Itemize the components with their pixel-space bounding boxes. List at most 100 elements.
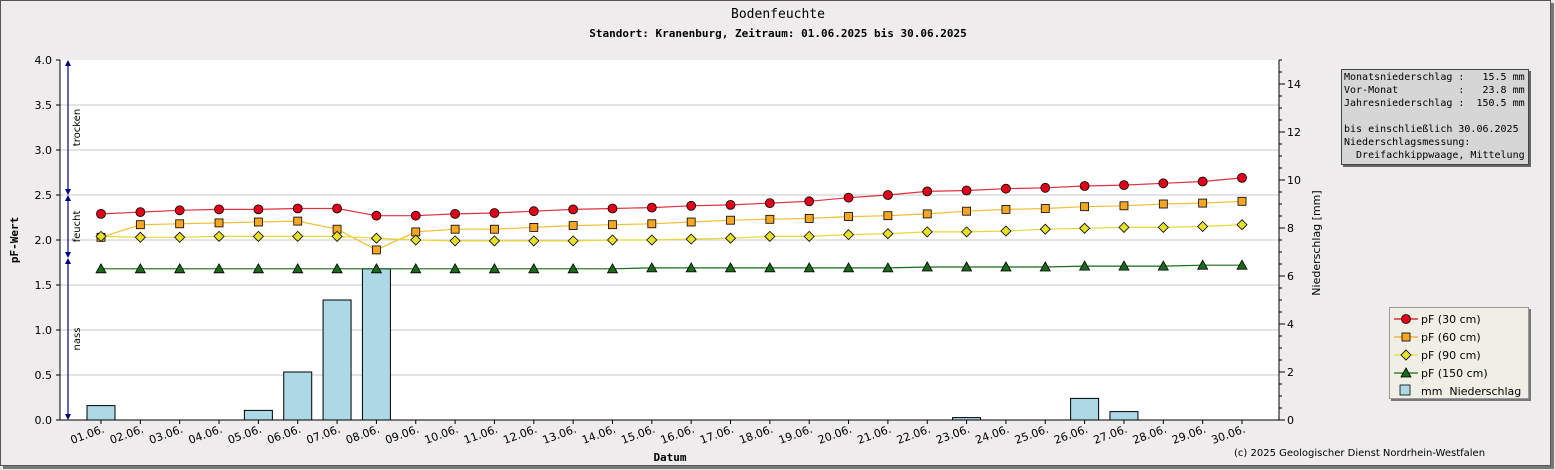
diamond-marker <box>685 233 697 245</box>
diamond-marker <box>331 230 343 242</box>
y2-tick-label: 12 <box>1287 126 1301 139</box>
x-tick-label: 17.06. <box>698 423 735 447</box>
zone-arrow-up <box>65 60 71 66</box>
diamond-marker <box>213 230 225 242</box>
triangle-marker <box>252 262 265 274</box>
diamond-marker <box>410 234 422 246</box>
triangle-marker <box>95 262 107 274</box>
circle-marker <box>804 196 815 207</box>
y2-axis-ticks: 0 2 4 6 8 10 12 14 <box>1279 59 1301 427</box>
x-tick-label: 22.06. <box>895 423 932 447</box>
x-tick-label: 12.06. <box>501 423 538 447</box>
triangle-marker <box>331 262 343 274</box>
y-tick-label: 1.0 <box>35 324 53 337</box>
square-marker <box>686 217 696 227</box>
x-tick-label: 09.06. <box>383 423 420 447</box>
diamond-marker <box>882 228 894 240</box>
circle-marker <box>646 202 657 213</box>
diamond-marker <box>1157 221 1169 233</box>
diamond-marker <box>1079 222 1091 234</box>
legend-bar-swatch <box>1399 384 1411 396</box>
x-tick-label: 15.06. <box>620 423 657 447</box>
square-marker <box>214 218 224 228</box>
square-marker <box>1001 204 1011 214</box>
diamond-marker <box>134 231 146 243</box>
y2-tick-label: 4 <box>1287 318 1294 331</box>
precipitation-bar <box>1109 411 1139 421</box>
diamond-marker <box>842 229 855 241</box>
square-marker <box>608 220 617 230</box>
circle-marker <box>450 208 461 219</box>
triangle-marker <box>567 262 579 274</box>
diamond-marker <box>1039 223 1051 235</box>
x-axis-label: Datum <box>653 451 686 464</box>
circle-marker <box>922 186 933 197</box>
square-marker <box>1237 196 1247 206</box>
x-tick-label: 14.06. <box>580 423 617 447</box>
circle-marker <box>1040 182 1051 193</box>
y2-axis-label: Niederschlag [mm] <box>1310 190 1323 295</box>
circle-marker <box>1197 176 1208 187</box>
legend-swatch <box>1399 384 1411 396</box>
diamond-marker <box>1000 225 1012 237</box>
info-line: bis einschließlich 30.06.2025 <box>1344 124 1519 135</box>
circle-marker <box>1079 181 1090 191</box>
square-marker <box>1198 198 1208 208</box>
x-tick-label: 30.06. <box>1210 423 1247 447</box>
zone-arrow-down <box>65 252 71 258</box>
circle-marker <box>961 185 972 196</box>
y2-tick-label: 0 <box>1287 414 1294 427</box>
info-line: Jahresniederschlag : 150.5 mm <box>1344 98 1525 109</box>
triangle-marker <box>1157 260 1169 271</box>
square-marker <box>922 209 932 219</box>
legend-swatch <box>1394 332 1418 342</box>
diamond-marker <box>292 230 304 242</box>
triangle-marker <box>882 262 894 273</box>
zone-arrow-up <box>65 195 71 201</box>
x-tick-label: 21.06. <box>856 423 893 447</box>
circle-marker <box>1001 183 1011 194</box>
y-tick-label: 0.5 <box>35 369 53 382</box>
series-line <box>100 224 1243 242</box>
circle-marker <box>96 208 106 219</box>
legend-item: pF (90 cm) <box>1390 347 1528 365</box>
x-tick-label: 20.06. <box>816 423 853 447</box>
triangle-marker <box>960 261 973 272</box>
legend-item: mm Niederschlag <box>1390 383 1528 401</box>
copyright-text: (c) 2025 Geologischer Dienst Nordrhein-W… <box>1234 448 1486 459</box>
triangle-marker <box>292 262 304 274</box>
series-line <box>101 264 1242 270</box>
x-tick-label: 01.06. <box>69 423 106 447</box>
x-tick-label: 19.06. <box>777 423 814 447</box>
square-marker <box>135 220 145 230</box>
triangle-marker <box>1236 259 1248 270</box>
square-marker <box>844 212 853 222</box>
diamond-marker <box>606 234 619 246</box>
circle-marker <box>410 210 421 221</box>
series-line <box>100 177 1243 217</box>
y-axis-label: pF-Wert <box>8 217 21 263</box>
y-tick-label: 2.5 <box>35 189 53 202</box>
square-marker <box>1158 199 1168 209</box>
triangle-marker <box>488 262 501 274</box>
triangle-marker <box>528 262 540 274</box>
triangle-marker <box>1078 260 1091 271</box>
square-marker <box>529 222 539 232</box>
precipitation-bar <box>322 299 352 421</box>
triangle-marker <box>803 262 815 273</box>
diamond-marker <box>449 235 461 247</box>
x-tick-label: 25.06. <box>1013 423 1050 447</box>
diamond-marker <box>174 231 186 243</box>
y2-tick-label: 6 <box>1287 270 1294 283</box>
diamond-marker <box>646 234 658 246</box>
diamond-marker <box>961 226 973 238</box>
x-tick-label: 07.06. <box>305 423 342 447</box>
triangle-marker <box>1039 261 1051 272</box>
precipitation-bar <box>243 409 273 421</box>
circle-marker <box>292 203 303 214</box>
chart-subtitle: Standort: Kranenburg, Zeitraum: 01.06.20… <box>589 27 967 40</box>
circle-marker <box>686 200 697 211</box>
circle-marker <box>332 203 342 214</box>
square-marker <box>1401 332 1411 342</box>
circle-marker <box>528 206 539 217</box>
